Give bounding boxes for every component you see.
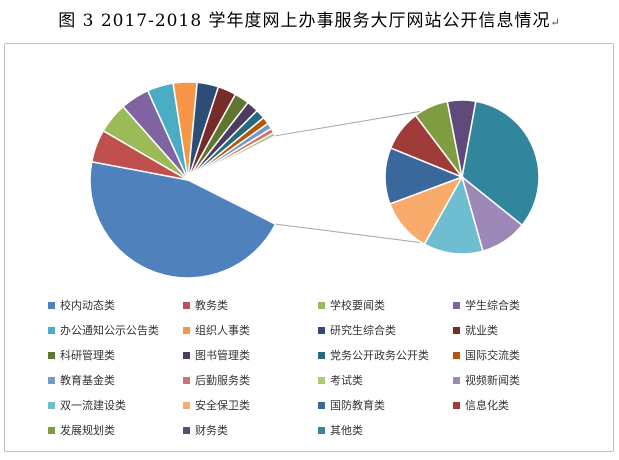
legend-item: 学生综合类 <box>453 297 520 313</box>
legend-item: 双一流建设类 <box>48 397 126 413</box>
chart-title: 图 3 2017-2018 学年度网上办事服务大厅网站公开信息情况↵ <box>0 6 619 31</box>
secondary-slice-22 <box>461 100 540 227</box>
connector-line-top <box>275 111 420 137</box>
legend-item: 视频新闻类 <box>453 372 520 388</box>
legend-item: 教育基金类 <box>48 372 115 388</box>
legend-swatch <box>48 376 55 384</box>
legend-label: 图书管理类 <box>195 349 250 362</box>
legend-item: 图书管理类 <box>183 347 250 363</box>
legend-swatch <box>318 326 325 334</box>
legend-label: 就业类 <box>465 324 498 337</box>
legend-swatch <box>318 426 325 434</box>
legend-label: 研究生综合类 <box>330 324 396 337</box>
legend-label: 国际交流类 <box>465 349 520 362</box>
legend-item: 其他类 <box>318 422 363 438</box>
secondary-slice-16 <box>423 175 484 255</box>
legend-item: 发展规划类 <box>48 422 115 438</box>
legend-item: 安全保卫类 <box>183 397 250 413</box>
legend-label: 党务公开政务公开类 <box>330 349 429 362</box>
legend-label: 视频新闻类 <box>465 374 520 387</box>
legend-item: 组织人事类 <box>183 322 250 338</box>
legend-swatch <box>48 326 55 334</box>
legend-swatch <box>183 351 190 359</box>
legend-swatch <box>318 301 325 309</box>
chart-frame <box>4 43 614 452</box>
legend-label: 学生综合类 <box>465 299 520 312</box>
secondary-slice-21 <box>446 99 477 178</box>
legend-swatch <box>183 376 190 384</box>
paragraph-mark-icon: ↵ <box>550 16 561 29</box>
legend-swatch <box>183 301 190 309</box>
legend-swatch <box>453 351 460 359</box>
legend-label: 后勤服务类 <box>195 374 250 387</box>
legend-label: 科研管理类 <box>60 349 115 362</box>
legend-item: 考试类 <box>318 372 363 388</box>
legend-label: 校内动态类 <box>60 299 115 312</box>
legend-label: 教务类 <box>195 299 228 312</box>
legend-item: 科研管理类 <box>48 347 115 363</box>
legend-label: 安全保卫类 <box>195 399 250 412</box>
legend-swatch <box>453 401 460 409</box>
legend-swatch <box>48 301 55 309</box>
legend-swatch <box>318 401 325 409</box>
legend-item: 校内动态类 <box>48 297 115 313</box>
legend-label: 双一流建设类 <box>60 399 126 412</box>
legend-swatch <box>453 301 460 309</box>
legend-item: 后勤服务类 <box>183 372 250 388</box>
legend-swatch <box>453 326 460 334</box>
legend-label: 发展规划类 <box>60 424 115 437</box>
legend-swatch <box>183 401 190 409</box>
primary-other-slice <box>186 134 287 226</box>
legend-label: 其他类 <box>330 424 363 437</box>
legend-item: 党务公开政务公开类 <box>318 347 429 363</box>
legend-item: 学校要闻类 <box>318 297 385 313</box>
legend-swatch <box>48 401 55 409</box>
legend-item: 信息化类 <box>453 397 509 413</box>
legend-label: 组织人事类 <box>195 324 250 337</box>
primary-slice-0 <box>89 160 277 279</box>
legend-item: 研究生综合类 <box>318 322 396 338</box>
legend-swatch <box>48 426 55 434</box>
legend-item: 财务类 <box>183 422 228 438</box>
legend-swatch <box>318 351 325 359</box>
legend-swatch <box>48 351 55 359</box>
legend-swatch <box>183 426 190 434</box>
legend-item: 就业类 <box>453 322 498 338</box>
legend-label: 学校要闻类 <box>330 299 385 312</box>
legend-swatch <box>453 376 460 384</box>
legend-item: 国际交流类 <box>453 347 520 363</box>
legend-item: 国防教育类 <box>318 397 385 413</box>
legend-label: 考试类 <box>330 374 363 387</box>
legend-label: 信息化类 <box>465 399 509 412</box>
legend-swatch <box>183 326 190 334</box>
legend-item: 教务类 <box>183 297 228 313</box>
legend-label: 教育基金类 <box>60 374 115 387</box>
legend-label: 办公通知公示公告类 <box>60 324 159 337</box>
legend-swatch <box>318 376 325 384</box>
connector-line-bottom <box>275 223 420 243</box>
legend-label: 国防教育类 <box>330 399 385 412</box>
legend-label: 财务类 <box>195 424 228 437</box>
legend-item: 办公通知公示公告类 <box>48 322 159 338</box>
chart-title-text: 图 3 2017-2018 学年度网上办事服务大厅网站公开信息情况 <box>58 11 551 31</box>
